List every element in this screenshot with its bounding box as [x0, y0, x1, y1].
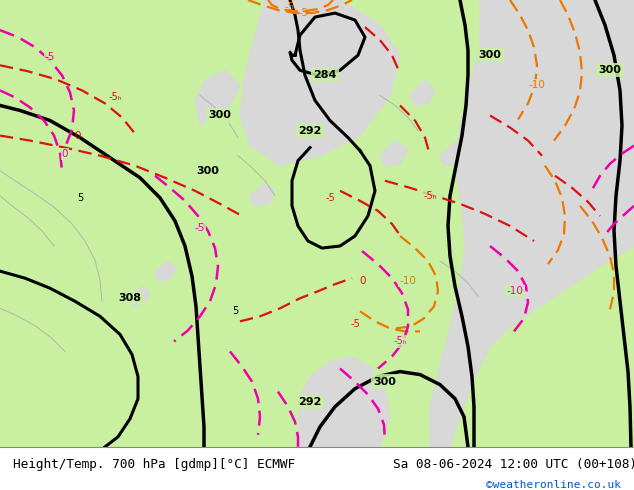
Text: -5: -5	[195, 223, 205, 233]
Text: -10: -10	[529, 80, 545, 90]
Text: 300: 300	[479, 50, 501, 60]
Text: -5: -5	[285, 2, 295, 12]
Polygon shape	[298, 357, 390, 447]
Text: 0: 0	[75, 130, 81, 141]
Polygon shape	[380, 141, 408, 166]
Text: 292: 292	[299, 397, 321, 407]
Text: 0: 0	[359, 276, 366, 286]
Text: -10: -10	[507, 286, 524, 296]
Text: 0: 0	[61, 148, 68, 159]
Text: -5ₕ: -5ₕ	[393, 337, 407, 346]
Text: 284: 284	[313, 71, 337, 80]
Text: 300: 300	[209, 110, 231, 121]
Polygon shape	[410, 80, 435, 105]
Text: Sa 08-06-2024 12:00 UTC (00+108): Sa 08-06-2024 12:00 UTC (00+108)	[393, 458, 634, 470]
Text: -5ₕ: -5ₕ	[423, 191, 437, 201]
Text: -5: -5	[350, 319, 360, 329]
Polygon shape	[130, 286, 150, 306]
Text: 5: 5	[77, 193, 83, 203]
Text: Height/Temp. 700 hPa [gdmp][°C] ECMWF: Height/Temp. 700 hPa [gdmp][°C] ECMWF	[13, 458, 295, 470]
Text: 308: 308	[119, 293, 141, 303]
Polygon shape	[250, 184, 275, 206]
Text: 5: 5	[232, 306, 238, 317]
Text: -5ₕ: -5ₕ	[108, 93, 122, 102]
Text: 292: 292	[299, 125, 321, 136]
Text: 300: 300	[197, 166, 219, 176]
Text: -10: -10	[399, 276, 417, 286]
Text: -5: -5	[298, 8, 308, 18]
Polygon shape	[240, 0, 400, 166]
Text: -5: -5	[45, 52, 55, 62]
Text: 300: 300	[373, 377, 396, 387]
Polygon shape	[155, 261, 176, 281]
Polygon shape	[350, 35, 385, 63]
Polygon shape	[430, 0, 634, 447]
Text: -5: -5	[325, 193, 335, 203]
Polygon shape	[195, 70, 240, 125]
Polygon shape	[440, 143, 465, 166]
Text: 300: 300	[598, 65, 621, 75]
Text: ©weatheronline.co.uk: ©weatheronline.co.uk	[486, 480, 621, 490]
